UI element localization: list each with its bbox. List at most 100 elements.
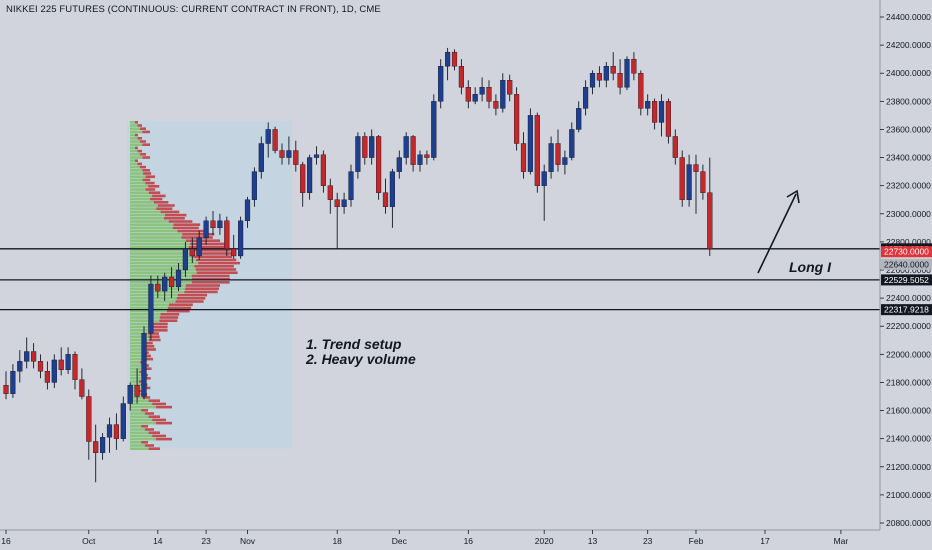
price-tick-label: 22600.0000 bbox=[886, 265, 931, 275]
candle-body bbox=[527, 115, 534, 172]
volume-profile-bar-up bbox=[130, 383, 141, 387]
candle-body bbox=[624, 58, 630, 88]
candle-body bbox=[168, 276, 175, 288]
price-tick-label: 21400.0000 bbox=[886, 434, 931, 444]
candle-body bbox=[569, 129, 575, 158]
candle-body bbox=[500, 80, 506, 109]
volume-profile-bar-up bbox=[130, 223, 174, 227]
volume-profile-bar-up bbox=[130, 159, 135, 163]
candle-body bbox=[679, 157, 685, 200]
long-label: Long I bbox=[789, 259, 831, 275]
volume-profile-bar-up bbox=[130, 322, 154, 326]
volume-profile-bar-down bbox=[141, 409, 148, 412]
volume-profile-bar-up bbox=[130, 178, 143, 182]
candle-body bbox=[507, 80, 513, 95]
volume-profile-bar-up bbox=[130, 431, 149, 435]
candle-body bbox=[293, 150, 299, 165]
volume-profile-bar-up bbox=[130, 207, 157, 211]
volume-profile-bar-up bbox=[130, 277, 192, 281]
candle-body bbox=[182, 248, 189, 271]
candle-body bbox=[258, 143, 264, 172]
volume-profile-bar-down bbox=[156, 405, 172, 409]
volume-profile-bar-down bbox=[139, 140, 146, 143]
candle-body bbox=[583, 87, 589, 109]
volume-profile-bar-down bbox=[185, 239, 221, 243]
candle-body bbox=[479, 87, 485, 95]
volume-profile-bar-up bbox=[130, 236, 182, 239]
time-tick-label: Mar bbox=[834, 536, 849, 546]
volume-profile-bar-down bbox=[145, 188, 156, 191]
candle-body bbox=[707, 192, 713, 250]
volume-profile-bar-up bbox=[130, 169, 143, 172]
volume-profile-bar-down bbox=[144, 444, 154, 447]
candle-body bbox=[458, 65, 465, 88]
candle-body bbox=[548, 143, 554, 172]
volume-profile-bar-down bbox=[148, 338, 161, 342]
candle-body bbox=[237, 220, 244, 257]
volume-profile-bar-down bbox=[192, 249, 231, 252]
volume-profile-bar-up bbox=[130, 354, 143, 358]
volume-profile-bar-down bbox=[141, 441, 148, 444]
volume-profile-bar-down bbox=[177, 229, 207, 233]
candle-body bbox=[562, 157, 568, 165]
volume-profile-bar-up bbox=[130, 217, 164, 220]
volume-profile-bar-down bbox=[145, 345, 155, 348]
volume-profile-bar-up bbox=[130, 194, 153, 198]
time-tick-label: Feb bbox=[689, 536, 704, 546]
price-tag-black[interactable] bbox=[881, 304, 932, 316]
candle-body bbox=[134, 385, 140, 397]
price-tick-label: 21800.0000 bbox=[886, 377, 931, 387]
candle-body bbox=[631, 58, 637, 74]
candle-body bbox=[72, 354, 78, 380]
volume-profile-bar-up bbox=[130, 181, 146, 185]
volume-profile-bar-down bbox=[148, 447, 160, 451]
price-tag-red[interactable] bbox=[881, 246, 932, 258]
volume-profile-bar-up bbox=[130, 242, 191, 246]
volume-profile-bar-up bbox=[130, 162, 138, 166]
volume-profile-bar-up bbox=[130, 377, 143, 380]
volume-profile-bar-down bbox=[157, 204, 175, 207]
time-tick-label: 18 bbox=[332, 536, 342, 546]
volume-profile-bar-down bbox=[147, 332, 159, 335]
volume-profile-bar-up bbox=[130, 402, 153, 406]
volume-profile-bar-down bbox=[143, 172, 152, 175]
time-tick-label: 16 bbox=[1, 536, 11, 546]
volume-profile-bar-down bbox=[193, 255, 233, 259]
volume-profile-bar-down bbox=[168, 303, 193, 307]
candle-body bbox=[355, 136, 361, 172]
volume-profile-bar-down bbox=[153, 325, 168, 329]
volume-profile-bar-up bbox=[130, 137, 138, 140]
volume-profile-bar-up bbox=[130, 329, 154, 332]
volume-profile-bar-up bbox=[130, 185, 149, 188]
price-tag-gray[interactable] bbox=[881, 258, 932, 270]
candle-body bbox=[610, 65, 616, 74]
candle-body bbox=[382, 192, 389, 207]
candle-body bbox=[693, 164, 699, 172]
volume-profile-bar-up bbox=[130, 447, 149, 451]
candle-body bbox=[396, 157, 402, 172]
volume-profile-bar-up bbox=[130, 345, 146, 348]
price-tick-label: 22800.0000 bbox=[886, 237, 931, 247]
long-arrow-shaft bbox=[757, 193, 797, 274]
volume-profile-bar-up bbox=[130, 188, 146, 191]
volume-profile-bar-down bbox=[148, 431, 160, 435]
volume-profile-bar-down bbox=[142, 354, 151, 358]
volume-profile-bar-up bbox=[130, 261, 199, 265]
candle-body bbox=[44, 371, 51, 383]
candle-body bbox=[51, 359, 57, 383]
volume-profile-bar-down bbox=[167, 306, 192, 310]
candle-body bbox=[617, 73, 623, 88]
volume-profile-bar-up bbox=[130, 405, 157, 409]
candle-body bbox=[224, 220, 230, 250]
volume-profile-bar-down bbox=[145, 181, 155, 185]
price-tag-label: 22640.0000 bbox=[884, 259, 929, 269]
volume-profile-bar-up bbox=[130, 437, 157, 441]
volume-profile-bar-down bbox=[137, 149, 142, 153]
candle-body bbox=[265, 129, 271, 144]
volume-profile-bar-down bbox=[144, 341, 153, 345]
volume-profile-bar-up bbox=[130, 146, 135, 150]
volume-profile-bar-down bbox=[191, 274, 230, 278]
price-tag-black[interactable] bbox=[881, 274, 932, 286]
